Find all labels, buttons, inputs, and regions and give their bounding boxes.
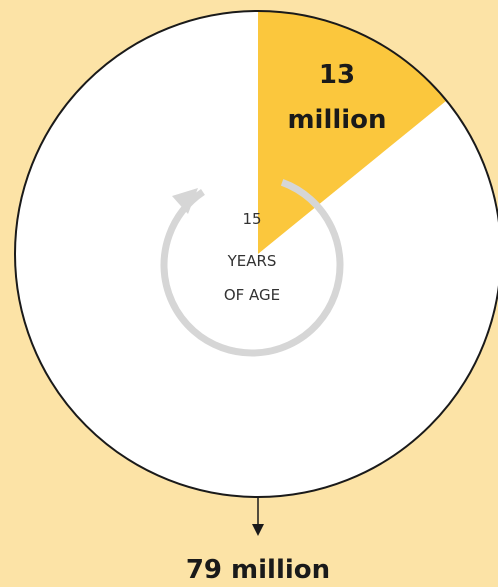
slice-label-13-line-1: 13 [319,60,355,90]
slice-label-79: 79 million [186,555,330,585]
center-label-line-2: YEARS [227,252,277,270]
center-label-line-3: OF AGE [224,286,280,304]
pie-slice-1 [15,11,498,497]
slice-labels: 13 million 79 million [186,60,387,585]
arrow-head-icon [172,188,198,214]
circular-arrow-icon [160,173,344,357]
center-badge: 15 YEARS OF AGE [160,173,344,357]
slice-label-13-line-2: million [287,105,386,135]
center-label-line-1: 15 [242,210,261,228]
